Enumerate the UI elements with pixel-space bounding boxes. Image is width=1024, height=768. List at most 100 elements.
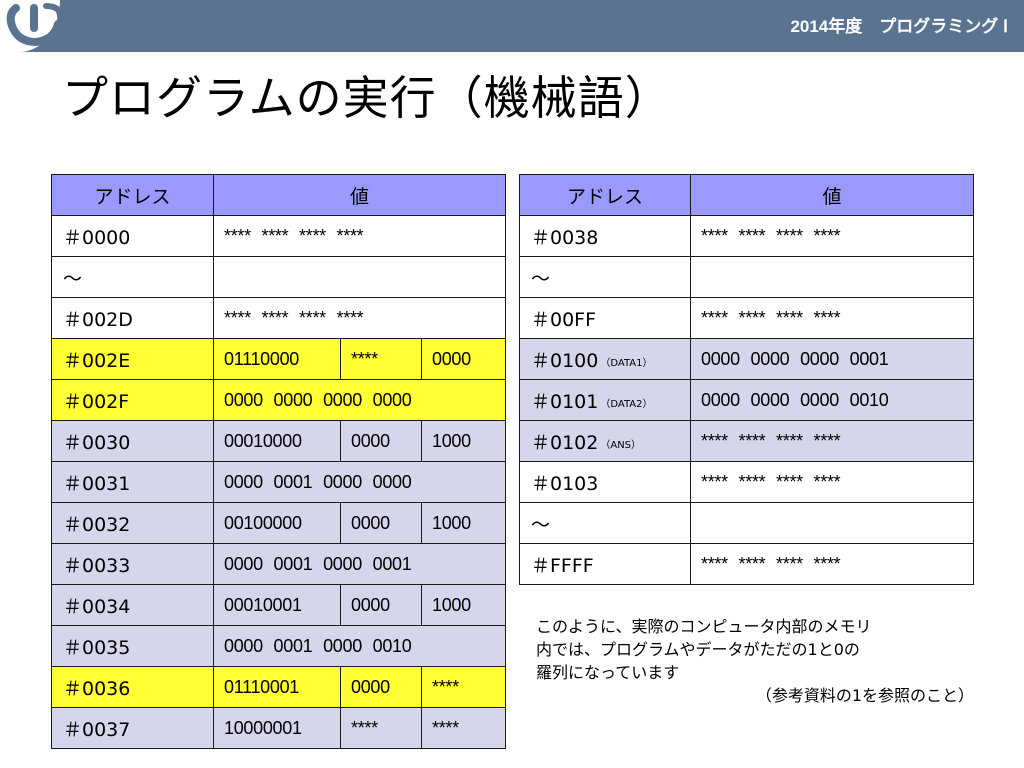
- table-row: ＃002E 01110000 **** 0000: [51, 338, 506, 380]
- table-row: ＃0030 00010000 0000 1000: [51, 420, 506, 462]
- value-cell: 0000 0001 0000 0001: [213, 543, 506, 585]
- header-bar: 2014年度 プログラミング Ⅰ: [0, 0, 1024, 52]
- register-cell: ****: [340, 707, 422, 749]
- caption-line: 内では、プログラムやデータがただの1と0の: [536, 640, 860, 659]
- table-row: ＃002F 0000 0000 0000 0000: [51, 379, 506, 421]
- address-cell: ＃0034: [51, 584, 214, 626]
- caption-line: このように、実際のコンピュータ内部のメモリ: [536, 617, 872, 636]
- slide-title: プログラムの実行（機械語）: [62, 71, 672, 125]
- address-cell: ＃0036: [51, 666, 214, 708]
- table-header-row: アドレス値: [51, 174, 506, 216]
- address-annotation: （DATA1）: [600, 357, 653, 369]
- table-row: ＃0034 00010001 0000 1000: [51, 584, 506, 626]
- opcode-cell: 01110000: [213, 338, 341, 380]
- address-cell: ＃0032: [51, 502, 214, 544]
- address-label: ＃00FF: [531, 308, 597, 331]
- address-label: ＃0103: [531, 472, 599, 495]
- course-label: 2014年度 プログラミング Ⅰ: [790, 17, 1008, 36]
- address-label: ＃0038: [531, 226, 599, 249]
- value-cell: **** **** **** ****: [213, 297, 506, 339]
- table-row: ＃002D **** **** **** ****: [51, 297, 506, 339]
- address-cell: ＃002E: [51, 338, 214, 380]
- operand-cell: 1000: [421, 502, 506, 544]
- opcode-cell: 01110001: [213, 666, 341, 708]
- value-cell: **** **** **** ****: [690, 297, 974, 339]
- address-cell: ＃0100 （DATA1）: [519, 338, 691, 380]
- table-row: ＃0031 0000 0001 0000 0000: [51, 461, 506, 503]
- table-row: ＃0000 **** **** **** ****: [51, 215, 506, 257]
- address-cell: ＃0033: [51, 543, 214, 585]
- memory-table-left: アドレス値＃0000 **** **** **** **** ～＃002D **** …: [51, 174, 506, 749]
- opcode-cell: 00100000: [213, 502, 341, 544]
- column-header-value: 値: [213, 174, 506, 216]
- address-label: ＃0100: [531, 349, 599, 372]
- opcode-cell: 10000001: [213, 707, 341, 749]
- address-label: ＃0102: [531, 431, 599, 454]
- address-cell: ＃0103: [519, 461, 691, 503]
- value-cell: **** **** **** ****: [213, 215, 506, 257]
- opcode-cell: 00010001: [213, 584, 341, 626]
- value-cell: 0000 0001 0000 0000: [213, 461, 506, 503]
- university-logo-icon: [6, 3, 63, 47]
- operand-cell: 1000: [421, 420, 506, 462]
- table-row: ＃0033 0000 0001 0000 0001: [51, 543, 506, 585]
- address-cell: ～: [519, 502, 691, 544]
- address-label: ～: [531, 267, 551, 290]
- table-row: ～: [51, 256, 506, 298]
- address-cell: ＃002D: [51, 297, 214, 339]
- table-row: ＃0037 10000001 **** ****: [51, 707, 506, 749]
- value-cell: 0000 0000 0000 0010: [690, 379, 974, 421]
- value-cell: [213, 256, 506, 298]
- table-row: ＃FFFF **** **** **** ****: [519, 543, 974, 585]
- address-annotation: （ANS）: [600, 439, 642, 451]
- table-row: ＃0101 （DATA2） 0000 0000 0000 0010: [519, 379, 974, 421]
- value-cell: **** **** **** ****: [690, 420, 974, 462]
- register-cell: 0000: [340, 584, 422, 626]
- operand-cell: 1000: [421, 584, 506, 626]
- table-row: ＃0103 **** **** **** ****: [519, 461, 974, 503]
- table-row: ＃0102 （ANS） **** **** **** ****: [519, 420, 974, 462]
- value-cell: 0000 0000 0000 0000: [213, 379, 506, 421]
- caption-line: 羅列になっています: [536, 663, 680, 682]
- address-cell: ＃FFFF: [519, 543, 691, 585]
- operand-cell: 0000: [421, 338, 506, 380]
- address-cell: ～: [519, 256, 691, 298]
- operand-cell: ****: [421, 666, 506, 708]
- address-cell: ～: [51, 256, 214, 298]
- value-cell: [690, 256, 974, 298]
- value-cell: **** **** **** ****: [690, 215, 974, 257]
- table-row: ～: [519, 256, 974, 298]
- table-row: ＃0100 （DATA1） 0000 0000 0000 0001: [519, 338, 974, 380]
- value-cell: **** **** **** ****: [690, 543, 974, 585]
- address-cell: ＃0000: [51, 215, 214, 257]
- address-cell: ＃0037: [51, 707, 214, 749]
- register-cell: ****: [340, 338, 422, 380]
- address-cell: ＃00FF: [519, 297, 691, 339]
- address-cell: ＃002F: [51, 379, 214, 421]
- value-cell: 0000 0001 0000 0010: [213, 625, 506, 667]
- column-header-value: 値: [690, 174, 974, 216]
- table-row: ＃0038 **** **** **** ****: [519, 215, 974, 257]
- register-cell: 0000: [340, 502, 422, 544]
- address-cell: ＃0031: [51, 461, 214, 503]
- caption-reference: （参考資料の1を参照のこと）: [755, 686, 974, 705]
- address-cell: ＃0038: [519, 215, 691, 257]
- address-cell: ＃0101 （DATA2）: [519, 379, 691, 421]
- operand-cell: ****: [421, 707, 506, 749]
- table-header-row: アドレス値: [519, 174, 974, 216]
- caption: このように、実際のコンピュータ内部のメモリ 内では、プログラムやデータがただの1…: [536, 615, 976, 707]
- address-label: ＃FFFF: [531, 554, 594, 577]
- address-cell: ＃0102 （ANS）: [519, 420, 691, 462]
- table-row: ＃0032 00100000 0000 1000: [51, 502, 506, 544]
- column-header-address: アドレス: [51, 174, 214, 216]
- register-cell: 0000: [340, 420, 422, 462]
- table-row: ＃0035 0000 0001 0000 0010: [51, 625, 506, 667]
- column-header-address: アドレス: [519, 174, 691, 216]
- address-annotation: （DATA2）: [600, 398, 653, 410]
- value-cell: **** **** **** ****: [690, 461, 974, 503]
- table-row: ＃0036 01110001 0000 ****: [51, 666, 506, 708]
- value-cell: 0000 0000 0000 0001: [690, 338, 974, 380]
- opcode-cell: 00010000: [213, 420, 341, 462]
- address-cell: ＃0030: [51, 420, 214, 462]
- table-row: ～: [519, 502, 974, 544]
